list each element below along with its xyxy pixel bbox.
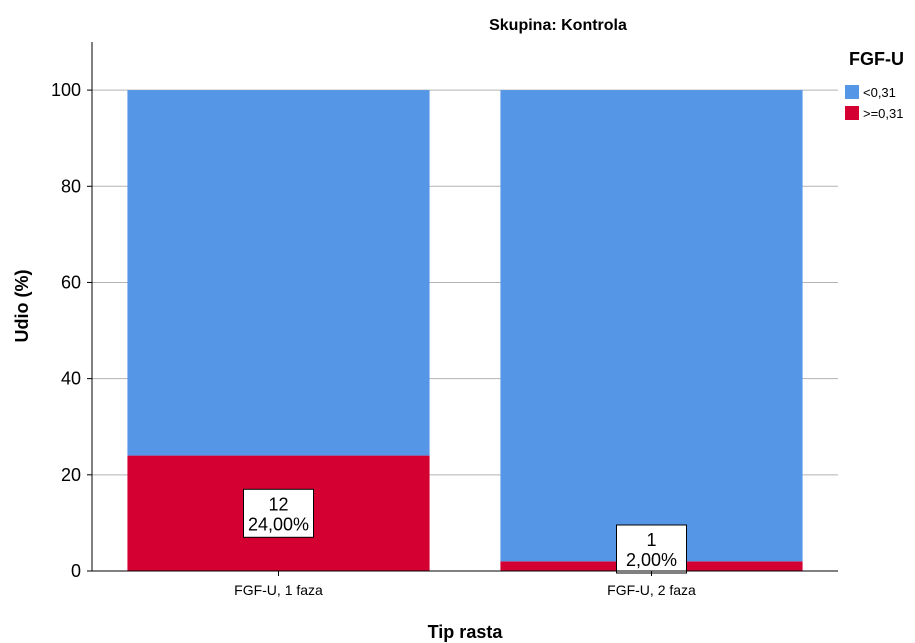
x-axis-ticks: FGF-U, 1 faza FGF-U, 2 faza [234, 571, 696, 598]
y-tick-label: 100 [51, 80, 81, 100]
legend-label: >=0,31 [863, 106, 904, 121]
legend-swatch [845, 106, 859, 120]
data-label-box [243, 488, 314, 538]
y-tick-label: 60 [61, 272, 81, 292]
bars [127, 90, 803, 571]
legend-title: FGF-U [849, 49, 904, 69]
bar-segment [500, 90, 803, 562]
legend-swatch [845, 85, 859, 99]
y-tick-label: 0 [71, 561, 81, 581]
legend: FGF-U <0,31 >=0,31 [845, 49, 904, 121]
y-tick-label: 20 [61, 465, 81, 485]
legend-label: <0,31 [863, 85, 896, 100]
data-label-percent: 2,00% [626, 550, 677, 570]
data-label-count: 12 [268, 494, 288, 514]
bar-segment [127, 90, 430, 456]
y-axis-title: Udio (%) [12, 270, 32, 343]
y-axis-ticks: 0 20 40 60 80 100 [51, 80, 92, 581]
x-tick-label: FGF-U, 2 faza [607, 582, 696, 598]
y-tick-label: 40 [61, 369, 81, 389]
x-tick-label: FGF-U, 1 faza [234, 582, 323, 598]
x-axis-title: Tip rasta [428, 622, 504, 642]
y-tick-label: 80 [61, 176, 81, 196]
data-label-count: 1 [646, 530, 656, 550]
chart-title: Skupina: Kontrola [489, 17, 627, 34]
data-label-percent: 24,00% [248, 514, 309, 534]
